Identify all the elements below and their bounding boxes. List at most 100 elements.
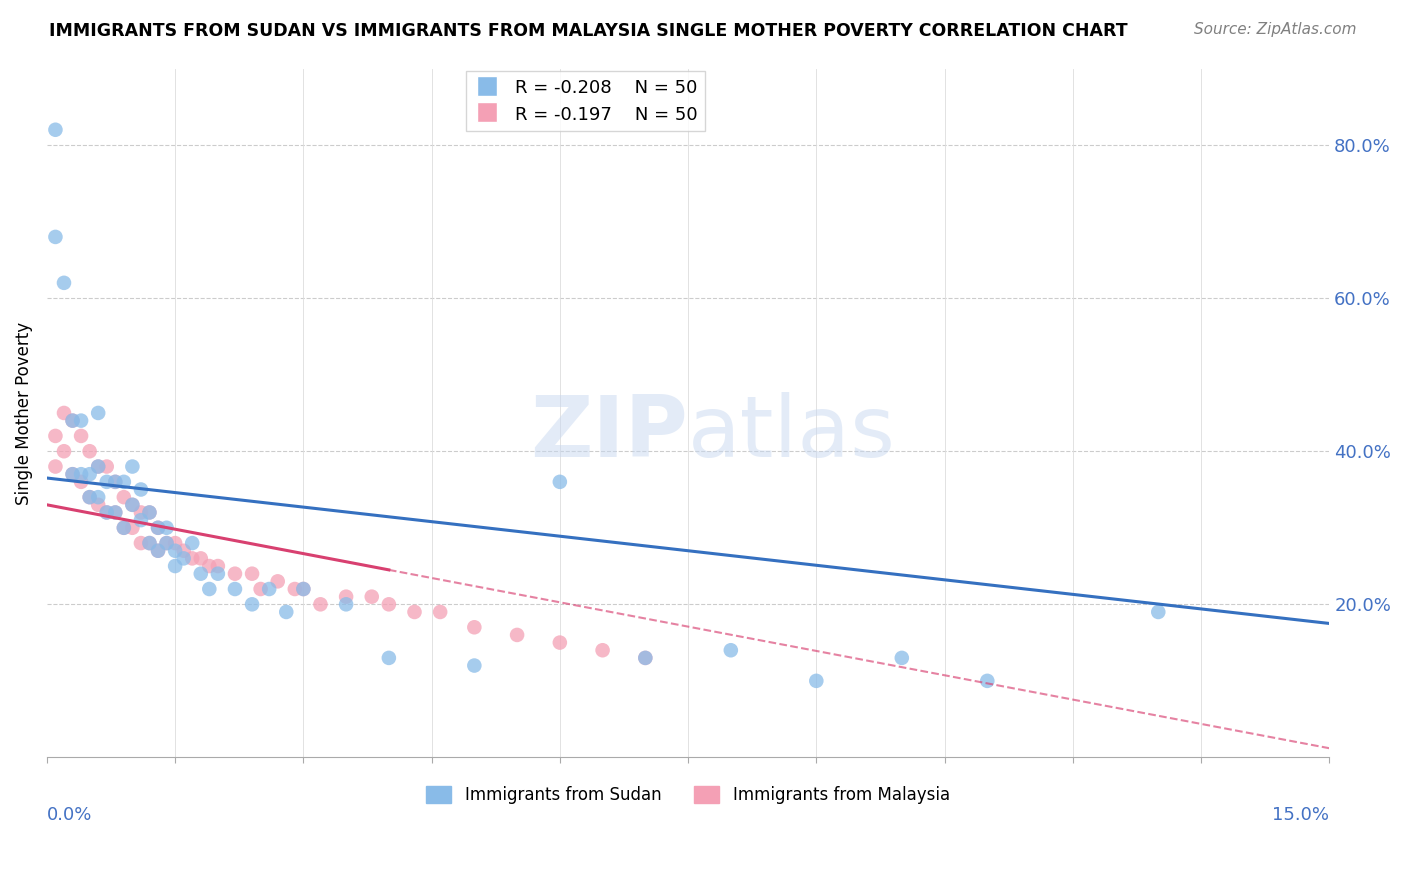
Point — [44, 122, 66, 136]
Point — [79, 444, 101, 458]
Point — [104, 475, 127, 489]
Point — [87, 406, 110, 420]
Point — [53, 276, 76, 290]
Point — [138, 536, 160, 550]
Point — [138, 536, 160, 550]
Point — [138, 506, 160, 520]
Point — [240, 566, 263, 581]
Point — [53, 444, 76, 458]
Point — [44, 230, 66, 244]
Point — [429, 605, 451, 619]
Point — [121, 498, 143, 512]
Point — [87, 498, 110, 512]
Point — [806, 673, 828, 688]
Point — [463, 658, 485, 673]
Point — [79, 490, 101, 504]
Point — [463, 620, 485, 634]
Point — [309, 597, 332, 611]
Point — [360, 590, 382, 604]
Point — [146, 521, 169, 535]
Point — [146, 543, 169, 558]
Point — [592, 643, 614, 657]
Point — [198, 559, 221, 574]
Point — [121, 521, 143, 535]
Point — [121, 459, 143, 474]
Point — [129, 483, 152, 497]
Point — [62, 467, 84, 482]
Point — [155, 536, 177, 550]
Point — [548, 635, 571, 649]
Point — [112, 521, 135, 535]
Point — [284, 582, 307, 596]
Point — [207, 559, 229, 574]
Point — [96, 475, 118, 489]
Point — [267, 574, 290, 589]
Point — [1147, 605, 1170, 619]
Text: ZIP: ZIP — [530, 392, 688, 475]
Point — [404, 605, 426, 619]
Point — [155, 521, 177, 535]
Point — [240, 597, 263, 611]
Point — [121, 498, 143, 512]
Point — [378, 651, 401, 665]
Point — [181, 536, 204, 550]
Point — [198, 582, 221, 596]
Point — [335, 590, 357, 604]
Point — [44, 459, 66, 474]
Point — [62, 467, 84, 482]
Point — [112, 521, 135, 535]
Point — [104, 506, 127, 520]
Point — [129, 513, 152, 527]
Point — [146, 543, 169, 558]
Point — [292, 582, 315, 596]
Point — [79, 467, 101, 482]
Point — [165, 559, 187, 574]
Point — [207, 566, 229, 581]
Point — [96, 506, 118, 520]
Point — [87, 490, 110, 504]
Point — [155, 536, 177, 550]
Point — [112, 475, 135, 489]
Point — [96, 506, 118, 520]
Y-axis label: Single Mother Poverty: Single Mother Poverty — [15, 321, 32, 505]
Point — [224, 582, 246, 596]
Point — [190, 551, 212, 566]
Text: 15.0%: 15.0% — [1272, 805, 1329, 823]
Point — [44, 429, 66, 443]
Point — [79, 490, 101, 504]
Point — [70, 467, 93, 482]
Point — [70, 429, 93, 443]
Point — [276, 605, 298, 619]
Text: IMMIGRANTS FROM SUDAN VS IMMIGRANTS FROM MALAYSIA SINGLE MOTHER POVERTY CORRELAT: IMMIGRANTS FROM SUDAN VS IMMIGRANTS FROM… — [49, 22, 1128, 40]
Point — [165, 543, 187, 558]
Point — [720, 643, 742, 657]
Point — [378, 597, 401, 611]
Point — [634, 651, 657, 665]
Point — [53, 406, 76, 420]
Text: atlas: atlas — [688, 392, 896, 475]
Legend: R = -0.208    N = 50, R = -0.197    N = 50: R = -0.208 N = 50, R = -0.197 N = 50 — [467, 70, 704, 131]
Point — [146, 521, 169, 535]
Point — [181, 551, 204, 566]
Point — [976, 673, 998, 688]
Point — [70, 414, 93, 428]
Point — [173, 543, 195, 558]
Point — [890, 651, 912, 665]
Point — [87, 459, 110, 474]
Point — [70, 475, 93, 489]
Point — [62, 414, 84, 428]
Point — [257, 582, 280, 596]
Point — [224, 566, 246, 581]
Point — [62, 414, 84, 428]
Point — [165, 536, 187, 550]
Point — [129, 506, 152, 520]
Point — [173, 551, 195, 566]
Text: 0.0%: 0.0% — [46, 805, 93, 823]
Text: Source: ZipAtlas.com: Source: ZipAtlas.com — [1194, 22, 1357, 37]
Point — [335, 597, 357, 611]
Point — [104, 506, 127, 520]
Point — [87, 459, 110, 474]
Point — [129, 536, 152, 550]
Point — [112, 490, 135, 504]
Point — [506, 628, 529, 642]
